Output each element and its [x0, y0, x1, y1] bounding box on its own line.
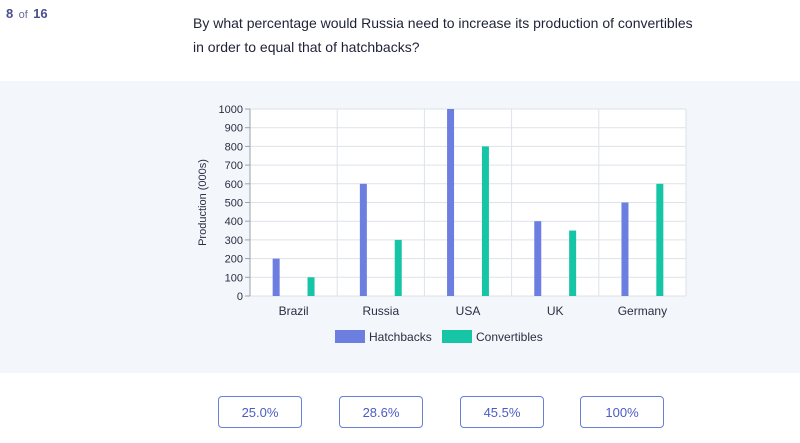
y-tick-label: 800 [225, 141, 243, 153]
answer-option-2[interactable]: 28.6% [339, 396, 423, 428]
answer-options: 25.0% 28.6% 45.5% 100% [0, 396, 800, 430]
question-counter: 8 of 16 [6, 6, 48, 21]
bar-convertibles-usa [481, 146, 489, 296]
x-tick-label: USA [456, 304, 481, 318]
y-tick-label: 500 [225, 198, 243, 210]
bar-chart: 0 100 200 300 400 500 600 700 800 900 1000 Brazil Ru… [197, 104, 687, 344]
x-tick-label: Germany [618, 304, 667, 318]
bar-convertibles-russia [394, 239, 402, 296]
y-tick-label: 0 [237, 291, 243, 303]
answer-option-3[interactable]: 45.5% [460, 396, 544, 428]
bar-hatchbacks-uk [534, 221, 542, 296]
current-question-number: 8 [6, 6, 14, 21]
x-tick-label: Brazil [279, 304, 309, 318]
x-tick-label: Russia [362, 304, 399, 318]
question-text: By what percentage would Russia need to … [193, 15, 693, 55]
bar-hatchbacks-germany [621, 202, 629, 296]
y-tick-label: 1000 [219, 104, 243, 116]
total-questions-number: 16 [33, 6, 48, 21]
legend-swatch-hatchbacks [335, 330, 365, 343]
legend-label-hatchbacks: Hatchbacks [369, 330, 432, 344]
bar-hatchbacks-russia [359, 183, 367, 296]
bar-convertibles-uk [569, 230, 577, 296]
legend-label-convertibles: Convertibles [476, 330, 543, 344]
y-tick-label: 700 [225, 160, 243, 172]
y-tick-label: 400 [225, 216, 243, 228]
answer-option-1[interactable]: 25.0% [218, 396, 302, 428]
y-tick-label: 600 [225, 179, 243, 191]
legend-swatch-convertibles [442, 330, 472, 343]
x-tick-label: UK [547, 304, 564, 318]
y-tick-label: 200 [225, 254, 243, 266]
bar-convertibles-brazil [307, 277, 315, 296]
y-tick-label: 100 [225, 272, 243, 284]
chart-panel: 0 100 200 300 400 500 600 700 800 900 1000 Brazil Ru… [0, 81, 800, 373]
bar-convertibles-germany [656, 183, 664, 296]
y-tick-label: 300 [225, 235, 243, 247]
counter-of-label: of [18, 9, 28, 21]
bar-hatchbacks-brazil [272, 258, 280, 296]
y-axis-label: Production (000s) [197, 159, 209, 246]
y-tick-label: 900 [225, 123, 243, 135]
bar-hatchbacks-usa [447, 109, 455, 296]
answer-option-4[interactable]: 100% [580, 396, 664, 428]
